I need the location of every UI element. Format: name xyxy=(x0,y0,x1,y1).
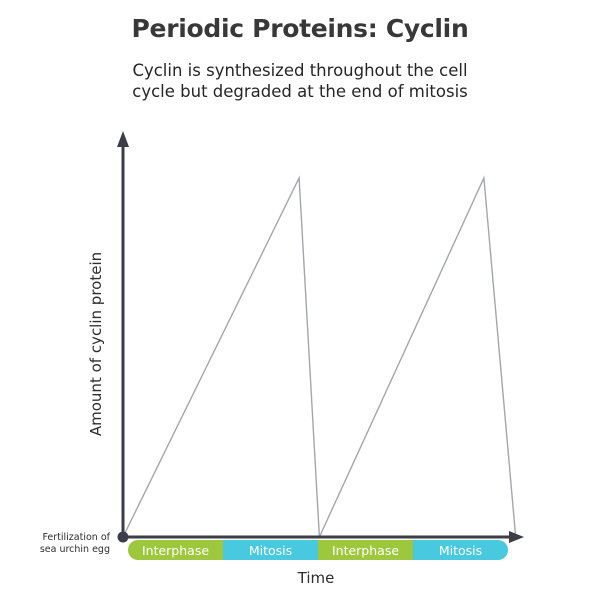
phase-bar xyxy=(128,540,508,560)
origin-annotation-line-2: sea urchin egg xyxy=(40,544,110,555)
phase-label-2: Mitosis xyxy=(249,543,292,558)
phase-label-3: Interphase xyxy=(332,543,399,558)
cyclin-series-line xyxy=(122,175,517,538)
phase-label-1: Interphase xyxy=(142,543,209,558)
chart-title: Periodic Proteins: Cyclin xyxy=(131,14,469,43)
y-axis-label: Amount of cyclin protein xyxy=(87,252,105,436)
phase-segment-1 xyxy=(128,540,224,560)
x-axis-arrowhead xyxy=(509,531,524,543)
phase-labels: Interphase Mitosis Interphase Mitosis xyxy=(142,543,482,558)
chart-subtitle: Cyclin is synthesized throughout the cel… xyxy=(132,61,468,101)
phase-segment-4 xyxy=(413,540,508,560)
origin-point xyxy=(117,531,129,543)
phase-label-4: Mitosis xyxy=(439,543,482,558)
phase-segment-2 xyxy=(223,540,319,560)
y-axis-arrowhead xyxy=(117,131,129,147)
x-axis-label: Time xyxy=(297,569,335,587)
origin-annotation-line-1: Fertilization of xyxy=(42,532,110,543)
phase-segment-3 xyxy=(318,540,414,560)
